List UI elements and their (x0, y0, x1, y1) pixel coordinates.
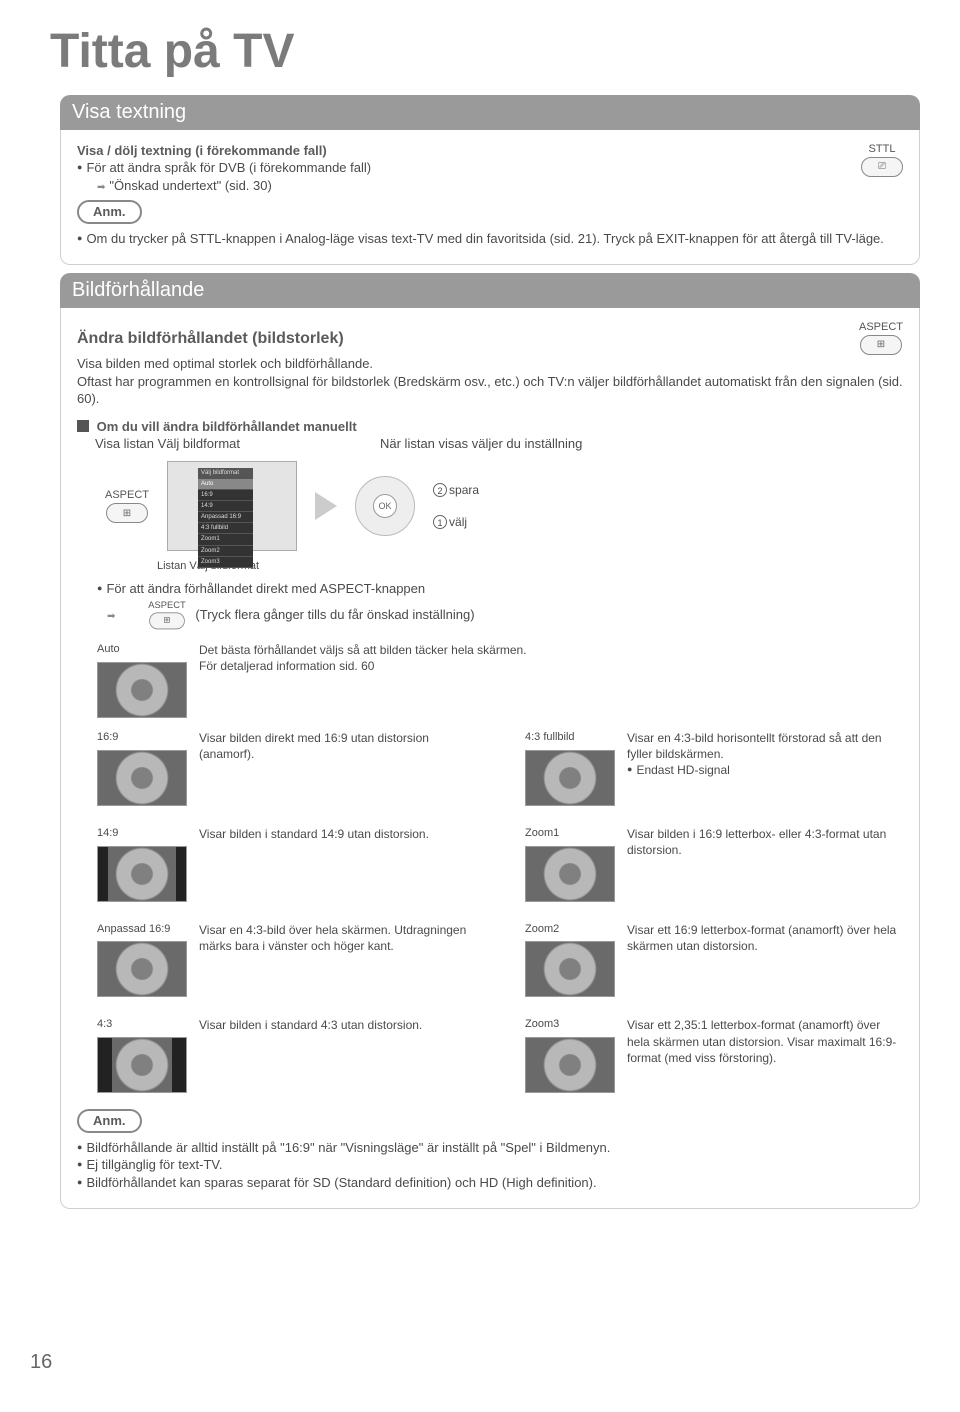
sttl-label: STTL (869, 142, 896, 157)
menu-item: 16:9 (198, 490, 253, 501)
aspect-desc: Visar bilden direkt med 16:9 utan distor… (199, 730, 475, 762)
subtitle-toggle-heading: Visa / dölj textning (i förekommande fal… (77, 142, 841, 160)
note-pill: Anm. (77, 200, 142, 224)
change-aspect-heading: Ändra bildförhållandet (bildstorlek) (77, 328, 839, 350)
aspect-button-icon-3[interactable]: ⊞ (150, 612, 186, 629)
sttl-button-icon[interactable]: ⎚ (861, 157, 903, 177)
aspect-label-3: ASPECT (149, 600, 186, 613)
menu-item: 14:9 (198, 501, 253, 512)
aspect-button-block-2: ASPECT ⊞ (105, 488, 149, 523)
arrow-icon (315, 492, 337, 520)
aspect-desc: Visar ett 2,35:1 letterbox-format (anamo… (627, 1017, 903, 1066)
preferred-subtitle-ref: "Önskad undertext" (sid. 30) (97, 177, 841, 195)
aspect-intro-1: Visa bilden med optimal storlek och bild… (77, 355, 903, 373)
aspect-16-9: 16:9 Visar bilden direkt med 16:9 utan d… (97, 730, 475, 806)
thumb-icon (97, 846, 187, 902)
menu-item: Anpassad 16:9 (198, 512, 253, 523)
manual-col-right: När listan visas väljer du inställning (380, 435, 582, 453)
aspect-zoom3: Zoom3 Visar ett 2,35:1 letterbox-format … (525, 1017, 903, 1093)
menu-caption: Listan Välj bildformat (157, 559, 903, 574)
section-body-aspect: Ändra bildförhållandet (bildstorlek) ASP… (60, 308, 920, 1209)
arrow-icon-inline (107, 606, 119, 624)
aspect-desc: Visar bilden i standard 14:9 utan distor… (199, 826, 429, 842)
aspect-name: Anpassad 16:9 (97, 922, 187, 937)
dvb-language-line: För att ändra språk för DVB (i förekomma… (77, 159, 841, 177)
menu-item: Zoom1 (198, 534, 253, 545)
aspect-label: ASPECT (859, 320, 903, 335)
thumb-icon (525, 846, 615, 902)
page-title: Titta på TV (50, 20, 920, 85)
aspect-name: 14:9 (97, 826, 187, 841)
aspect-name: Zoom1 (525, 826, 615, 841)
aspect-button-block: ASPECT ⊞ (859, 320, 903, 355)
direct-change-hint: (Tryck flera gånger tills du får önskad … (195, 606, 474, 624)
page-number: 16 (30, 1349, 920, 1376)
square-bullet-icon (77, 420, 89, 432)
aspect-zoom2: Zoom2 Visar ett 16:9 letterbox-format (a… (525, 922, 903, 998)
section-header-textning: Visa textning (60, 95, 920, 130)
step-1-icon: 1 (433, 515, 447, 529)
aspect-intro-2: Oftast har programmen en kontrollsignal … (77, 373, 903, 408)
aspect-label-2: ASPECT (105, 488, 149, 503)
aspect-desc: Visar bilden i standard 4:3 utan distors… (199, 1017, 422, 1033)
thumb-icon (525, 1037, 615, 1093)
aspect-name: Zoom2 (525, 922, 615, 937)
ok-button[interactable]: OK (373, 494, 397, 518)
aspect-desc: Visar en 4:3-bild horisontellt förstorad… (627, 731, 882, 761)
menu-item: 4:3 fullbild (198, 523, 253, 534)
aspect-desc: Visar bilden i 16:9 letterbox- eller 4:3… (627, 826, 903, 858)
menu-item: Zoom2 (198, 546, 253, 557)
aspect-auto-desc1: Det bästa förhållandet väljs så att bild… (199, 642, 527, 658)
manual-col-left: Visa listan Välj bildformat (95, 435, 240, 453)
aspect-4-3: 4:3 Visar bilden i standard 4:3 utan dis… (97, 1017, 475, 1093)
aspect-menu-list: Välj bildformat Auto 16:9 14:9 Anpassad … (198, 468, 253, 568)
direct-change-line: För att ändra förhållandet direkt med AS… (97, 580, 903, 598)
aspect-custom-169: Anpassad 16:9 Visar en 4:3-bild över hel… (97, 922, 475, 998)
step-2-icon: 2 (433, 483, 447, 497)
thumb-icon (97, 1037, 187, 1093)
aspect-button-icon-2[interactable]: ⊞ (106, 503, 148, 523)
aspect-note-1: Bildförhållande är alltid inställt på "1… (77, 1139, 903, 1157)
aspect-auto-name: Auto (97, 642, 187, 657)
tv-menu-screenshot: Välj bildformat Auto 16:9 14:9 Anpassad … (167, 461, 297, 551)
step-valj: välj (449, 515, 467, 529)
sttl-note: Om du trycker på STTL-knappen i Analog-l… (77, 230, 903, 248)
thumb-icon (525, 941, 615, 997)
aspect-name: Zoom3 (525, 1017, 615, 1032)
aspect-note-3: Bildförhållandet kan sparas separat för … (77, 1174, 903, 1192)
thumb-icon (525, 750, 615, 806)
aspect-note-2: Ej tillgänglig för text-TV. (77, 1156, 903, 1174)
aspect-name: 16:9 (97, 730, 187, 745)
dpad-icon[interactable]: OK (355, 476, 415, 536)
aspect-14-9: 14:9 Visar bilden i standard 14:9 utan d… (97, 826, 475, 902)
step-spara: spara (449, 483, 479, 497)
aspect-name: 4:3 fullbild (525, 730, 615, 745)
aspect-zoom1: Zoom1 Visar bilden i 16:9 letterbox- ell… (525, 826, 903, 902)
section-body-textning: Visa / dölj textning (i förekommande fal… (60, 130, 920, 265)
aspect-name: 4:3 (97, 1017, 187, 1032)
aspect-auto-thumb (97, 662, 187, 718)
thumb-icon (97, 750, 187, 806)
menu-title: Välj bildformat (198, 468, 253, 479)
section-header-aspect: Bildförhållande (60, 273, 920, 308)
aspect-button-icon[interactable]: ⊞ (860, 335, 902, 355)
sttl-button-block: STTL ⎚ (861, 142, 903, 177)
aspect-43-full: 4:3 fullbild Visar en 4:3-bild horisonte… (525, 730, 903, 806)
note-pill-2: Anm. (77, 1109, 142, 1133)
menu-item: Auto (198, 479, 253, 490)
aspect-desc: Visar en 4:3-bild över hela skärmen. Utd… (199, 922, 475, 954)
aspect-note: Endast HD-signal (627, 763, 730, 777)
manual-change-heading: Om du vill ändra bildförhållandet manuel… (97, 419, 357, 434)
menu-item: Zoom3 (198, 557, 253, 568)
aspect-auto-desc2: För detaljerad information sid. 60 (199, 658, 527, 674)
thumb-icon (97, 941, 187, 997)
aspect-desc: Visar ett 16:9 letterbox-format (anamorf… (627, 922, 903, 954)
